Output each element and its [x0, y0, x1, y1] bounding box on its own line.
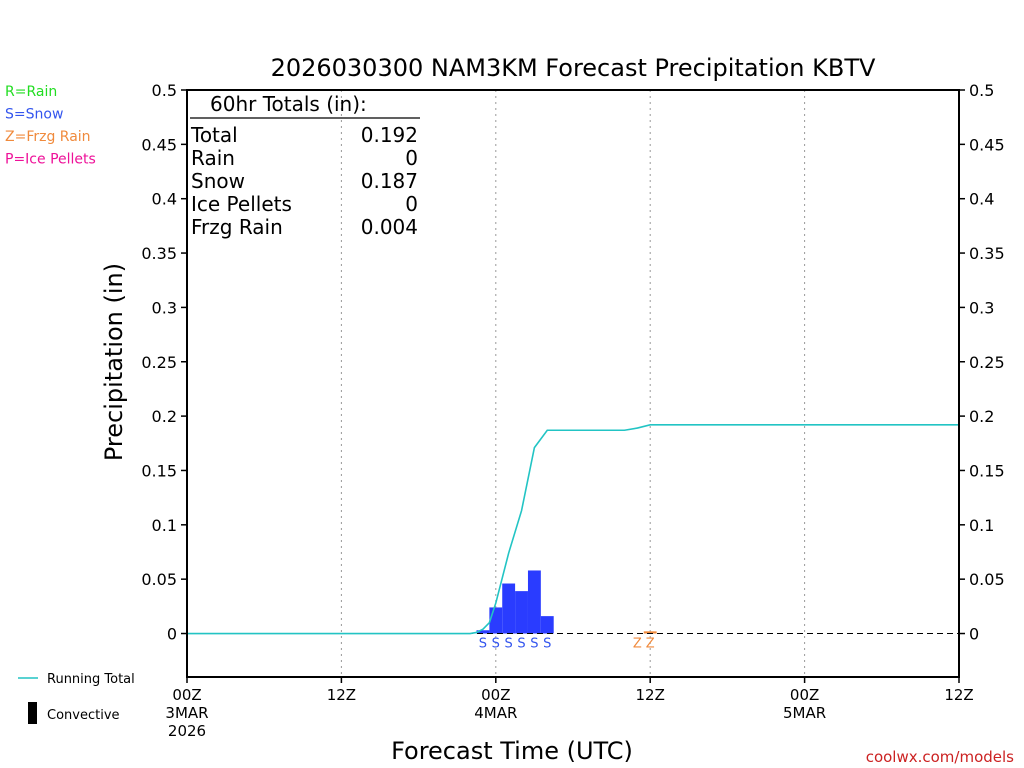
- totals-row-label: Ice Pellets: [191, 192, 292, 216]
- y-axis-label: Precipitation (in): [100, 263, 128, 461]
- y-tick-label-right: 0.45: [969, 135, 1005, 154]
- ptype-marker: S: [479, 637, 487, 652]
- y-tick-label-left: 0.3: [152, 298, 177, 317]
- x-tick-label: 12Z: [327, 686, 356, 704]
- x-tick-label: 2026: [168, 722, 206, 740]
- grid-lines: [340, 90, 806, 677]
- chart-title: 2026030300 NAM3KM Forecast Precipitation…: [271, 54, 876, 82]
- series-legend: Running Total Convective: [18, 672, 135, 724]
- x-tick-label: 00Z: [481, 686, 510, 704]
- y-tick-label-right: 0: [969, 625, 979, 644]
- plot-frame: [186, 89, 960, 678]
- y-tick-label-right: 0.5: [969, 81, 994, 100]
- ptype-marker: Z: [646, 637, 655, 652]
- x-tick-label: 00Z: [172, 686, 201, 704]
- precip-bar: [476, 630, 490, 634]
- ptype-legend: R=Rain S=Snow Z=Frzg Rain P=Ice Pellets: [5, 84, 96, 168]
- ptype-marker: S: [517, 637, 525, 652]
- totals-row-value: 0.187: [361, 169, 418, 193]
- ptype-marker: Z: [633, 637, 642, 652]
- y-tick-label-right: 0.2: [969, 407, 994, 426]
- series-legend-label: Convective: [47, 708, 120, 723]
- totals-row-label: Frzg Rain: [191, 215, 283, 239]
- precip-bar: [540, 616, 554, 634]
- precip-bars: [476, 570, 657, 634]
- totals-row-label: Snow: [191, 169, 245, 193]
- precip-bar: [515, 591, 528, 634]
- ptype-marker: S: [505, 637, 513, 652]
- y-tick-label-right: 0.05: [969, 570, 1005, 589]
- y-axis-ticks: 0 0 0.05 0.05 0.1 0.1 0.15 0.15 0.2 0.2 0.25 0.25 0.…: [141, 81, 1004, 644]
- credit-text: coolwx.com/models: [866, 748, 1014, 766]
- y-tick-label-left: 0.4: [152, 190, 177, 209]
- x-tick-label: 4MAR: [474, 704, 517, 722]
- running-total-line: [187, 424, 959, 635]
- totals-box: 60hr Totals (in): Total 0.192 Rain 0 Snow 0.1…: [190, 92, 420, 239]
- y-tick-label-left: 0.1: [152, 516, 177, 535]
- y-tick-label-right: 0.3: [969, 298, 994, 317]
- precip-bar: [527, 570, 541, 634]
- ptype-legend-item: R=Rain: [5, 84, 57, 100]
- y-tick-label-left: 0.15: [141, 461, 177, 480]
- totals-row-value: 0.192: [361, 123, 418, 147]
- totals-row-value: 0.004: [361, 215, 418, 239]
- series-legend-label: Running Total: [47, 672, 135, 687]
- y-tick-label-right: 0.1: [969, 516, 994, 535]
- ptype-legend-item: S=Snow: [5, 107, 63, 123]
- y-tick-label-left: 0.05: [141, 570, 177, 589]
- y-tick-label-left: 0.2: [152, 407, 177, 426]
- x-tick-label: 00Z: [790, 686, 819, 704]
- ptype-marker: S: [530, 637, 538, 652]
- precip-bar: [502, 583, 516, 634]
- x-tick-label: 3MAR: [165, 704, 208, 722]
- totals-row-value: 0: [405, 192, 418, 216]
- y-tick-label-left: 0.5: [152, 81, 177, 100]
- x-tick-label: 12Z: [944, 686, 973, 704]
- ptype-legend-item: Z=Frzg Rain: [5, 129, 91, 145]
- x-tick-label: 5MAR: [783, 704, 826, 722]
- y-tick-label-left: 0.35: [141, 244, 177, 263]
- x-axis-label: Forecast Time (UTC): [391, 737, 633, 765]
- y-tick-label-right: 0.35: [969, 244, 1005, 263]
- y-tick-label-right: 0.15: [969, 461, 1005, 480]
- legend-bar-swatch: [28, 702, 37, 724]
- ptype-legend-item: P=Ice Pellets: [5, 152, 96, 168]
- y-tick-label-right: 0.4: [969, 190, 994, 209]
- y-tick-label-left: 0.45: [141, 135, 177, 154]
- precip-bar: [489, 607, 503, 634]
- ptype-marker: S: [543, 637, 551, 652]
- ptype-marker: S: [492, 637, 500, 652]
- totals-rows: Total 0.192 Rain 0 Snow 0.187 Ice Pellets 0 Frzg…: [190, 123, 418, 239]
- precip-bar: [643, 631, 657, 634]
- y-tick-label-left: 0.25: [141, 353, 177, 372]
- y-tick-label-right: 0.25: [969, 353, 1005, 372]
- x-tick-label: 12Z: [636, 686, 665, 704]
- totals-heading: 60hr Totals (in):: [210, 92, 367, 116]
- totals-row-label: Rain: [191, 146, 235, 170]
- totals-row-label: Total: [190, 123, 238, 147]
- y-tick-label-left: 0: [167, 625, 177, 644]
- totals-row-value: 0: [405, 146, 418, 170]
